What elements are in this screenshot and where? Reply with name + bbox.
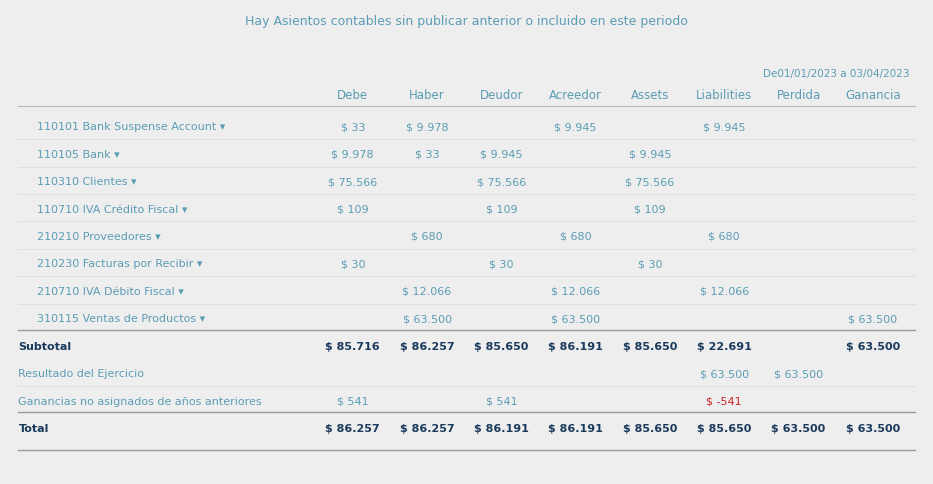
Text: Subtotal: Subtotal <box>19 342 72 352</box>
Text: $ 12.066: $ 12.066 <box>402 287 452 297</box>
Text: $ 109: $ 109 <box>485 205 517 214</box>
Text: $ 86.191: $ 86.191 <box>549 342 603 352</box>
Text: $ -541: $ -541 <box>706 396 742 407</box>
Text: 210230 Facturas por Recibir ▾: 210230 Facturas por Recibir ▾ <box>36 259 202 270</box>
Text: $ 75.566: $ 75.566 <box>625 177 675 187</box>
Text: $ 30: $ 30 <box>341 259 365 270</box>
Text: Liabilities: Liabilities <box>696 89 752 102</box>
Text: $ 109: $ 109 <box>337 205 369 214</box>
Text: $ 85.650: $ 85.650 <box>622 342 677 352</box>
Text: $ 85.716: $ 85.716 <box>326 342 380 352</box>
Text: $ 680: $ 680 <box>560 232 592 242</box>
Text: $ 541: $ 541 <box>337 396 369 407</box>
Text: $ 85.650: $ 85.650 <box>697 424 751 434</box>
Text: $ 541: $ 541 <box>485 396 517 407</box>
Text: $ 33: $ 33 <box>341 122 365 132</box>
Text: $ 12.066: $ 12.066 <box>551 287 600 297</box>
Text: $ 12.066: $ 12.066 <box>700 287 749 297</box>
Text: $ 63.500: $ 63.500 <box>848 314 898 324</box>
Text: Assets: Assets <box>631 89 669 102</box>
Text: $ 9.945: $ 9.945 <box>703 122 745 132</box>
Text: Acreedor: Acreedor <box>550 89 602 102</box>
Text: Debe: Debe <box>337 89 369 102</box>
Text: $ 30: $ 30 <box>489 259 513 270</box>
Text: $ 63.500: $ 63.500 <box>551 314 600 324</box>
Text: $ 63.500: $ 63.500 <box>845 342 900 352</box>
Text: Ganancias no asignados de años anteriores: Ganancias no asignados de años anteriore… <box>19 396 262 407</box>
Text: 110710 IVA Crédito Fiscal ▾: 110710 IVA Crédito Fiscal ▾ <box>36 205 188 214</box>
Text: $ 680: $ 680 <box>411 232 443 242</box>
Text: Perdida: Perdida <box>776 89 821 102</box>
Text: 110105 Bank ▾: 110105 Bank ▾ <box>36 150 119 160</box>
Text: 210710 IVA Débito Fiscal ▾: 210710 IVA Débito Fiscal ▾ <box>36 287 184 297</box>
Text: Ganancia: Ganancia <box>845 89 900 102</box>
Text: $ 9.978: $ 9.978 <box>406 122 449 132</box>
Text: $ 85.650: $ 85.650 <box>622 424 677 434</box>
Text: $ 75.566: $ 75.566 <box>477 177 526 187</box>
Text: $ 9.945: $ 9.945 <box>554 122 597 132</box>
Text: $ 63.500: $ 63.500 <box>774 369 823 379</box>
Text: $ 63.500: $ 63.500 <box>772 424 826 434</box>
Text: Hay Asientos contables sin publicar anterior o incluido en este periodo: Hay Asientos contables sin publicar ante… <box>245 15 688 28</box>
Text: $ 109: $ 109 <box>634 205 666 214</box>
Text: $ 63.500: $ 63.500 <box>402 314 452 324</box>
Text: 210210 Proveedores ▾: 210210 Proveedores ▾ <box>36 232 160 242</box>
Text: $ 22.691: $ 22.691 <box>697 342 752 352</box>
Text: $ 33: $ 33 <box>415 150 439 160</box>
Text: $ 63.500: $ 63.500 <box>700 369 749 379</box>
Text: $ 680: $ 680 <box>708 232 740 242</box>
Text: Resultado del Ejercicio: Resultado del Ejercicio <box>19 369 145 379</box>
Text: $ 86.191: $ 86.191 <box>474 424 529 434</box>
Text: $ 86.257: $ 86.257 <box>399 424 454 434</box>
Text: 110101 Bank Suspense Account ▾: 110101 Bank Suspense Account ▾ <box>36 122 225 132</box>
Text: $ 86.257: $ 86.257 <box>326 424 380 434</box>
Text: 310115 Ventas de Productos ▾: 310115 Ventas de Productos ▾ <box>36 314 205 324</box>
Text: $ 86.257: $ 86.257 <box>399 342 454 352</box>
Text: Haber: Haber <box>410 89 445 102</box>
Text: $ 75.566: $ 75.566 <box>328 177 378 187</box>
Text: $ 86.191: $ 86.191 <box>549 424 603 434</box>
Text: De01/01/2023 a 03/04/2023: De01/01/2023 a 03/04/2023 <box>763 69 910 79</box>
Text: $ 85.650: $ 85.650 <box>474 342 529 352</box>
Text: 110310 Clientes ▾: 110310 Clientes ▾ <box>36 177 136 187</box>
Text: Deudor: Deudor <box>480 89 523 102</box>
Text: Total: Total <box>19 424 49 434</box>
Text: $ 9.978: $ 9.978 <box>331 150 374 160</box>
Text: $ 30: $ 30 <box>637 259 662 270</box>
Text: $ 9.945: $ 9.945 <box>629 150 671 160</box>
Text: $ 63.500: $ 63.500 <box>845 424 900 434</box>
Text: $ 9.945: $ 9.945 <box>480 150 522 160</box>
